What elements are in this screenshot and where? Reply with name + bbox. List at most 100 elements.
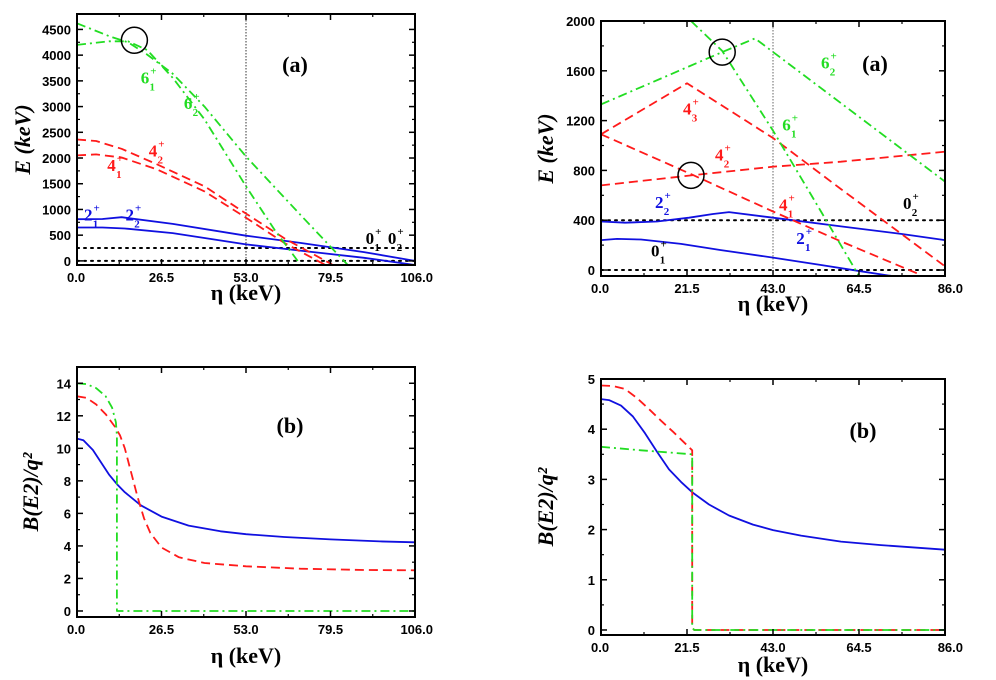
level-label-main: 4 — [715, 145, 724, 164]
level-label-main: 2 — [125, 205, 134, 224]
y-axis-title: B(E2)/q² — [18, 452, 43, 532]
level-label-4-1: 4+ 1 — [779, 192, 795, 220]
panel-top-left-energy-levels: 0.0 26.5 53.0 79.5 106.0 0 500 1000 1500 2000 2500… — [10, 13, 433, 305]
level-label-sub: 1 — [150, 81, 156, 93]
plot-area — [77, 22, 415, 265]
series-4-1--line — [601, 133, 922, 276]
x-tick-label: 79.5 — [318, 270, 343, 285]
level-label-sub: 1 — [788, 208, 794, 220]
level-label-0-1: 0+ 1 — [651, 238, 667, 266]
x-tick-label: 106.0 — [400, 270, 433, 285]
level-label-sub: 2 — [664, 206, 670, 218]
crossing-circle-marker — [677, 161, 705, 190]
y-tick-label: 400 — [573, 213, 595, 228]
panel-bottom-right-be2: 0.0 21.5 43.0 64.5 86.0 0 1 2 3 4 5 η (keV) B(E2)/q²… — [533, 372, 963, 677]
panel-label: (a) — [862, 51, 888, 76]
level-label-0-2: 0+ 2 — [903, 191, 919, 219]
level-label-sub: 2 — [193, 107, 199, 119]
level-label-sup: + — [158, 138, 164, 150]
x-tick-label: 26.5 — [149, 270, 174, 285]
y-tick-label: 3 — [588, 472, 595, 487]
series-4-2--line — [601, 150, 945, 187]
level-label-sup: + — [831, 50, 837, 62]
series-6-1--line — [690, 21, 860, 276]
level-label-sup: + — [806, 226, 812, 238]
level-label-main: 2 — [84, 205, 93, 224]
x-tick-label: 53.0 — [233, 270, 258, 285]
y-tick-label: 6 — [64, 506, 71, 521]
x-tick-label: 0.0 — [591, 281, 609, 296]
y-tick-label: 0 — [64, 604, 71, 619]
level-label-4-2: 4+ 2 — [715, 142, 731, 170]
series-6-2--line — [601, 37, 945, 183]
y-tick-label: 5 — [588, 372, 595, 387]
series-solid-line — [77, 437, 415, 544]
panel-label: (b) — [277, 413, 304, 438]
y-tick-label: 3000 — [42, 100, 71, 115]
series-dashdot-line — [601, 445, 945, 631]
y-tick-label: 0 — [588, 623, 595, 638]
y-tick-label: 1200 — [566, 114, 595, 129]
y-tick-label: 10 — [57, 441, 71, 456]
level-label-sup: + — [789, 192, 795, 204]
level-label-6-1: 6+ 1 — [141, 65, 157, 93]
plot-frame — [600, 378, 946, 636]
level-label-sub: 2 — [134, 218, 140, 230]
y-tick-label: 2000 — [566, 14, 595, 29]
level-label-sub: 2 — [724, 158, 730, 170]
level-label-main: 0 — [366, 229, 375, 248]
series-6-1--line — [77, 40, 302, 265]
y-tick-label: 3500 — [42, 74, 71, 89]
x-tick-label: 86.0 — [938, 281, 963, 296]
level-label-main: 4 — [683, 99, 692, 118]
x-axis-title: η (keV) — [211, 643, 282, 668]
y-tick-label: 1500 — [42, 177, 71, 192]
x-tick-label: 0.0 — [67, 622, 85, 637]
level-label-main: 6 — [184, 94, 193, 113]
level-label-sub: 1 — [116, 169, 122, 181]
level-label-sub: 2 — [158, 154, 164, 166]
series-dashed-line — [601, 384, 945, 631]
level-label-6-1: 6+ 1 — [782, 113, 798, 141]
x-tick-label: 43.0 — [760, 281, 785, 296]
panel-bottom-left-be2: 0.0 26.5 53.0 79.5 106.0 0 2 4 6 8 10 12 14 η (keV) B(… — [18, 366, 433, 668]
x-tick-label: 0.0 — [591, 640, 609, 655]
level-label-sup: + — [397, 226, 403, 238]
y-axis-title: B(E2)/q² — [533, 467, 558, 547]
level-label-sub: 1 — [805, 242, 811, 254]
level-label-4-3: 4+ 3 — [683, 96, 699, 124]
level-label-main: 6 — [782, 116, 791, 135]
level-label-sup: + — [117, 153, 123, 165]
level-label-sup: + — [135, 202, 141, 214]
level-label-sup: + — [665, 190, 671, 202]
x-tick-label: 106.0 — [400, 622, 433, 637]
x-tick-label: 21.5 — [674, 640, 699, 655]
series-2-1--line — [77, 226, 415, 265]
panel-label: (b) — [850, 418, 877, 443]
plot-area — [601, 21, 945, 276]
level-label-sup: + — [693, 96, 699, 108]
series-dashed-line — [77, 395, 415, 572]
level-label-2-1: 2+ 1 — [796, 226, 812, 254]
series-dashdot-line — [77, 382, 415, 612]
level-label-sub: 1 — [374, 242, 380, 254]
level-label-main: 2 — [655, 193, 664, 212]
x-tick-label: 26.5 — [149, 622, 174, 637]
level-label-sup: + — [661, 238, 667, 250]
y-tick-label: 14 — [57, 376, 72, 391]
level-label-sub: 2 — [830, 66, 836, 78]
level-label-sup: + — [150, 65, 156, 77]
plot-frame — [76, 366, 416, 618]
series-2-2--line — [77, 216, 415, 262]
y-tick-label: 4 — [588, 422, 596, 437]
y-tick-label: 4000 — [42, 48, 71, 63]
y-tick-label: 12 — [57, 409, 71, 424]
y-tick-label: 1600 — [566, 64, 595, 79]
level-label-sub: 2 — [397, 242, 403, 254]
y-tick-label: 2000 — [42, 151, 71, 166]
level-label-6-2: 6+ 2 — [184, 91, 200, 119]
y-tick-label: 0 — [588, 263, 595, 278]
y-tick-label: 500 — [49, 228, 71, 243]
crossing-circle-marker — [708, 38, 736, 66]
level-label-sub: 1 — [93, 218, 99, 230]
